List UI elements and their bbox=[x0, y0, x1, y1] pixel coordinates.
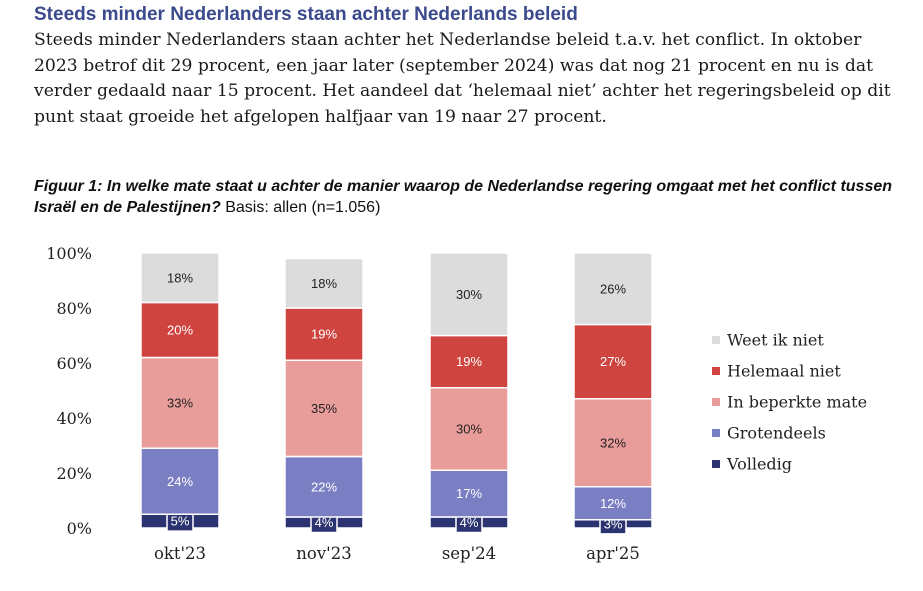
legend-swatch bbox=[712, 336, 720, 344]
y-tick-label: 100% bbox=[46, 244, 92, 263]
bar-segment bbox=[140, 356, 220, 449]
y-tick-label: 20% bbox=[56, 464, 92, 483]
bar-segment bbox=[429, 387, 509, 471]
bar-segment bbox=[573, 252, 653, 326]
figure-basis: Basis: allen (n=1.056) bbox=[225, 199, 381, 216]
figure-question: Figuur 1: In welke mate staat u achter d… bbox=[34, 178, 893, 216]
bar-segment bbox=[429, 469, 509, 518]
data-label: 35% bbox=[311, 401, 337, 416]
data-label: 32% bbox=[600, 435, 626, 450]
figure-caption: Figuur 1: In welke mate staat u achter d… bbox=[34, 176, 904, 218]
data-label: 26% bbox=[600, 281, 626, 296]
bar-segment bbox=[140, 252, 220, 304]
data-label: 20% bbox=[167, 323, 193, 338]
data-label: 18% bbox=[311, 276, 337, 291]
legend-label: In beperkte mate bbox=[727, 393, 867, 412]
data-label: 27% bbox=[600, 354, 626, 369]
bar-segment bbox=[284, 307, 364, 361]
data-label: 30% bbox=[456, 287, 482, 302]
data-label: 4% bbox=[460, 515, 479, 530]
data-label: 24% bbox=[167, 474, 193, 489]
legend-swatch bbox=[712, 398, 720, 406]
x-tick-label: sep'24 bbox=[442, 544, 496, 563]
data-label: 30% bbox=[456, 422, 482, 437]
legend-label: Helemaal niet bbox=[727, 362, 841, 381]
y-tick-label: 0% bbox=[67, 519, 92, 538]
data-label: 18% bbox=[167, 270, 193, 285]
data-label: 17% bbox=[456, 486, 482, 501]
page-heading: Steeds minder Nederlanders staan achter … bbox=[34, 4, 578, 25]
data-label: 19% bbox=[456, 354, 482, 369]
bar-segment bbox=[429, 334, 509, 389]
legend-label: Volledig bbox=[726, 455, 792, 474]
legend-swatch bbox=[712, 460, 720, 468]
x-tick-label: apr'25 bbox=[586, 544, 640, 563]
legend-label: Weet ik niet bbox=[727, 331, 824, 350]
bar-segment bbox=[140, 447, 220, 515]
x-tick-label: okt'23 bbox=[154, 544, 206, 563]
data-label: 19% bbox=[311, 327, 337, 342]
bar-segment bbox=[284, 257, 364, 309]
y-tick-label: 40% bbox=[56, 409, 92, 428]
data-label: 5% bbox=[171, 514, 190, 529]
intro-paragraph: Steeds minder Nederlanders staan achter … bbox=[34, 30, 891, 127]
data-label: 22% bbox=[311, 479, 337, 494]
data-label: 33% bbox=[167, 395, 193, 410]
legend-label: Grotendeels bbox=[727, 424, 826, 443]
legend-swatch bbox=[712, 367, 720, 375]
y-tick-label: 80% bbox=[56, 299, 92, 318]
stacked-bar-chart: 0% 20% 40% 60% 80% 100% 5% 24% 33% 20% 18% okt'23 4%… bbox=[46, 244, 867, 563]
data-label: 12% bbox=[600, 496, 626, 511]
bar-segment bbox=[140, 301, 220, 359]
bar-segment bbox=[573, 323, 653, 400]
bar-segment bbox=[429, 252, 509, 337]
legend-swatch bbox=[712, 429, 720, 437]
x-tick-label: nov'23 bbox=[296, 544, 351, 563]
bar-segment bbox=[573, 398, 653, 488]
y-tick-label: 60% bbox=[56, 354, 92, 373]
bar-segment bbox=[573, 486, 653, 521]
data-label: 4% bbox=[315, 515, 334, 530]
